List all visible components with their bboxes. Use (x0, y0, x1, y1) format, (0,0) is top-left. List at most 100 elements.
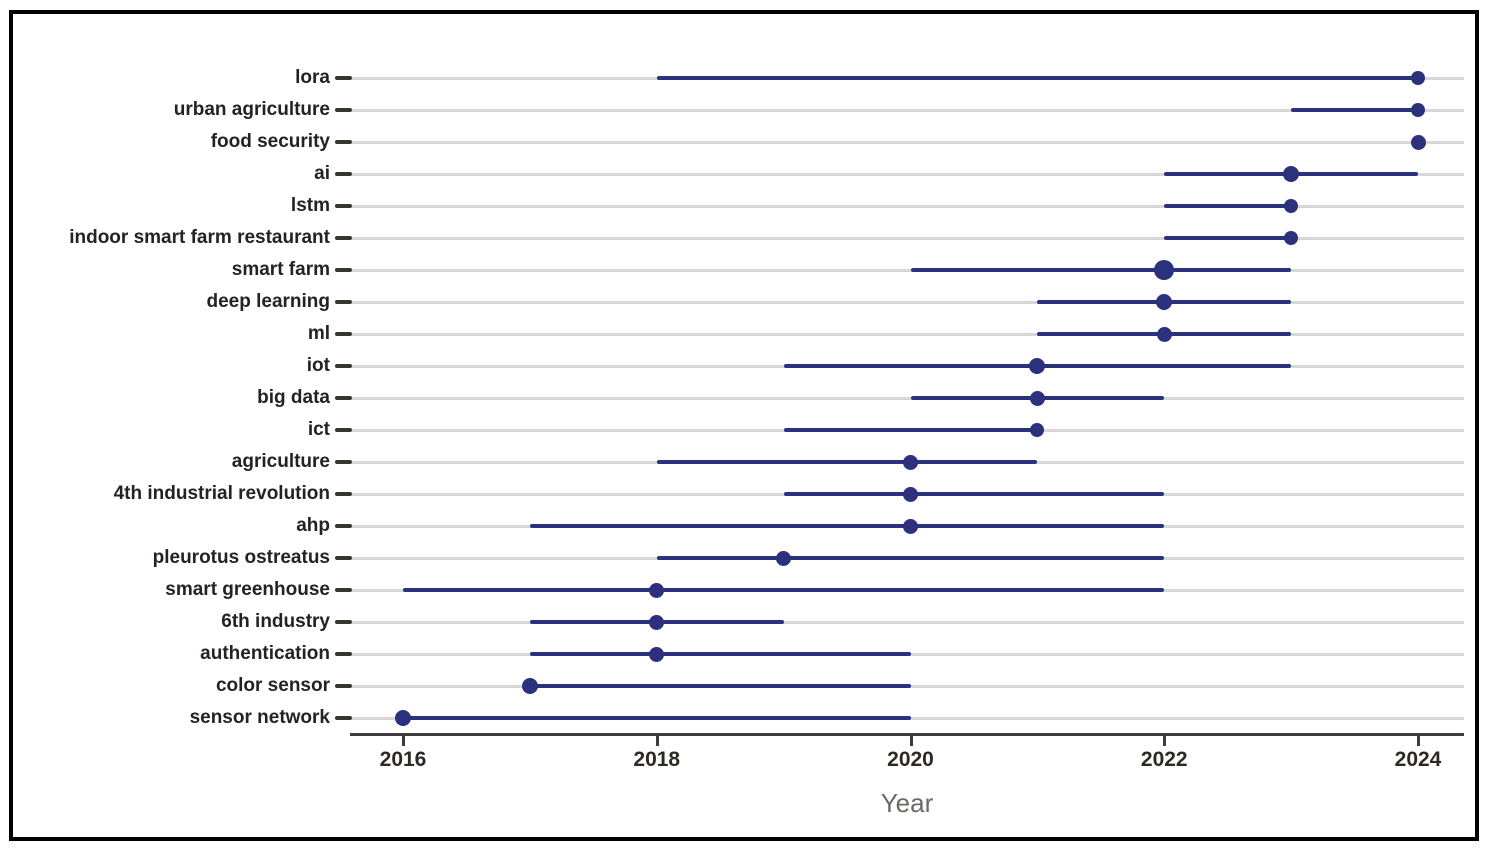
y-tick (335, 492, 352, 496)
row-range-smart-farm (910, 268, 1292, 272)
row-track (352, 205, 1464, 208)
y-tick (335, 460, 352, 464)
category-label-6th-industry: 6th industry (221, 611, 330, 632)
row-track (352, 269, 1464, 272)
row-dot-ml (1156, 326, 1172, 342)
y-tick (335, 716, 352, 720)
y-tick (335, 588, 352, 592)
category-label-color-sensor: color sensor (215, 675, 330, 696)
x-axis-tick (1417, 736, 1420, 746)
x-axis-tick (1163, 736, 1167, 746)
x-axis-line (350, 733, 1464, 736)
row-dot-6th-industry (649, 614, 665, 630)
row-dot-pleurotus-ostreatus (776, 550, 792, 566)
category-label-smart-farm: smart farm (231, 259, 330, 280)
y-tick (335, 332, 352, 336)
category-label-deep-learning: deep learning (206, 291, 330, 312)
y-tick (335, 108, 352, 112)
x-axis-tick (402, 736, 405, 746)
row-track (352, 333, 1464, 336)
x-axis-tick-label: 2022 (1140, 748, 1188, 771)
y-tick (335, 428, 352, 432)
row-range-indoor-smart-farm-restaurant (1164, 236, 1292, 240)
row-track (352, 141, 1464, 144)
row-track (352, 301, 1464, 304)
category-label-smart-greenhouse: smart greenhouse (165, 579, 330, 600)
row-range-authentication (529, 652, 911, 656)
category-label-indoor-smart-farm-restaurant: indoor smart farm restaurant (69, 227, 330, 248)
row-track (352, 173, 1464, 176)
y-tick (335, 300, 352, 304)
row-range-sensor-network (403, 716, 911, 720)
y-tick (335, 652, 352, 656)
row-dot-deep-learning (1156, 294, 1173, 310)
y-tick (335, 396, 352, 400)
y-tick (335, 140, 352, 144)
x-axis-tick-label: 2018 (633, 748, 681, 771)
row-dot-4th-industrial-revolution (903, 486, 918, 502)
row-range-lstm (1164, 204, 1292, 208)
row-track (352, 621, 1464, 624)
category-label-agriculture: agriculture (231, 451, 330, 472)
row-range-smart-greenhouse (403, 588, 1165, 592)
x-axis-tick-label: 2016 (379, 748, 427, 771)
row-range-ict (783, 428, 1038, 432)
category-label-big-data: big data (257, 387, 330, 408)
y-tick (335, 172, 352, 176)
row-range-color-sensor (529, 684, 911, 688)
figure-frame (9, 10, 1479, 841)
y-tick (335, 236, 352, 240)
x-axis-tick-label: 2024 (1394, 748, 1442, 771)
row-dot-smart-greenhouse (649, 582, 665, 598)
row-dot-indoor-smart-farm-restaurant (1284, 231, 1299, 245)
row-range-agriculture (656, 460, 1038, 464)
row-dot-lora (1411, 71, 1425, 85)
row-dot-color-sensor (521, 678, 538, 694)
x-axis-tick-label: 2020 (887, 748, 934, 771)
row-dot-sensor-network (395, 710, 411, 726)
row-dot-ahp (903, 518, 918, 534)
row-dot-lstm (1284, 199, 1299, 213)
row-range-pleurotus-ostreatus (656, 556, 1165, 560)
row-dot-smart-farm (1154, 260, 1175, 280)
category-label-pleurotus-ostreatus: pleurotus ostreatus (152, 547, 330, 568)
row-dot-ai (1283, 166, 1300, 182)
category-label-ict: ict (307, 419, 330, 440)
category-label-ml: ml (307, 323, 330, 344)
row-dot-authentication (649, 646, 665, 662)
y-tick (335, 524, 352, 528)
y-tick (335, 684, 352, 688)
y-tick (335, 268, 352, 272)
row-dot-ict (1030, 423, 1045, 437)
row-range-urban-agriculture (1291, 108, 1418, 112)
row-track (352, 109, 1464, 112)
category-label-lstm: lstm (290, 195, 330, 216)
row-track (352, 397, 1464, 400)
x-axis-title: Year (880, 788, 934, 818)
row-range-lora (656, 76, 1418, 80)
category-label-4th-industrial-revolution: 4th industrial revolution (113, 483, 330, 504)
category-label-urban-agriculture: urban agriculture (173, 99, 330, 120)
y-tick (335, 556, 352, 560)
category-label-authentication: authentication (200, 643, 330, 664)
row-dot-iot (1029, 358, 1046, 374)
category-label-ai: ai (314, 163, 330, 184)
category-label-sensor-network: sensor network (189, 707, 330, 728)
row-dot-urban-agriculture (1411, 103, 1425, 117)
category-label-iot: iot (306, 355, 330, 376)
category-label-lora: lora (295, 67, 330, 88)
x-axis-tick (909, 736, 913, 746)
row-dot-big-data (1029, 390, 1045, 406)
category-label-food-security: food security (210, 131, 330, 152)
y-tick (335, 364, 352, 368)
y-tick (335, 76, 352, 80)
row-dot-agriculture (903, 454, 918, 470)
x-axis-tick (655, 736, 659, 746)
category-label-ahp: ahp (296, 515, 330, 536)
y-tick (335, 204, 352, 208)
y-tick (335, 620, 352, 624)
row-range-4th-industrial-revolution (783, 492, 1165, 496)
row-dot-food-security (1410, 134, 1426, 150)
row-range-ahp (529, 524, 1165, 528)
